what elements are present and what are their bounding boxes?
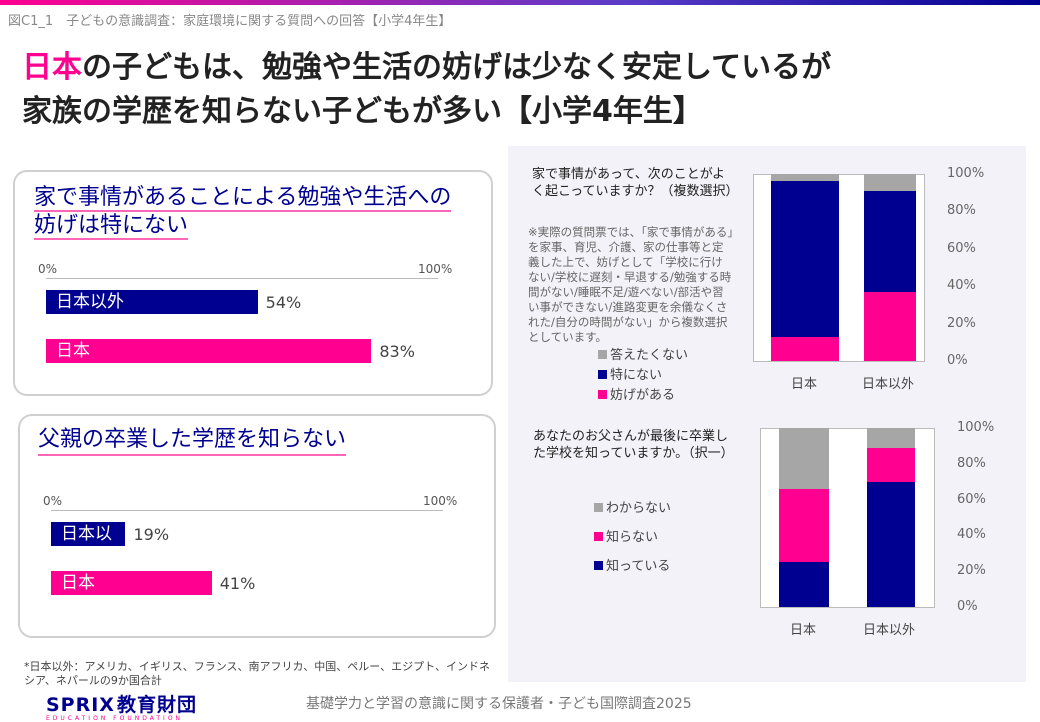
y-tick-label: 100% xyxy=(947,166,985,181)
bar-0: 日本以外 xyxy=(51,522,126,568)
figure-label: 図C1_1 子どもの意識調査：家庭環境に関する質問への回答【小学4年生】 xyxy=(8,14,452,29)
legend-item: 答えたくない xyxy=(598,344,688,363)
bar-segment xyxy=(779,428,829,489)
question-1-note: ※実際の質問票では、「家で事情がある」を家事、育児、介護、家の仕事等と定義した上… xyxy=(528,225,734,344)
bar-1: 日本 xyxy=(51,571,212,595)
bar-segment xyxy=(779,488,829,563)
legend-swatch xyxy=(594,503,603,512)
footnote: *日本以外：アメリカ、イギリス、フランス、南アフリカ、中国、ペルー、エジプト、イ… xyxy=(24,660,490,687)
bar-segment xyxy=(864,291,916,361)
y-tick-label: 40% xyxy=(957,527,986,543)
y-tick-label: 60% xyxy=(947,240,976,256)
title-accent: 日本 xyxy=(22,50,82,85)
legend-item: 知っている xyxy=(594,555,670,574)
legend-label: 知らない xyxy=(606,530,659,545)
y-tick-label: 60% xyxy=(957,491,986,507)
legend-swatch xyxy=(598,370,607,379)
page-title: 日本の子どもは、勉強や生活の妨げは少なく安定しているが 家族の学歴を知らない子ど… xyxy=(22,46,831,134)
legend-swatch xyxy=(594,561,603,570)
y-tick-label: 20% xyxy=(957,563,986,579)
x-category-label: 日本以外 xyxy=(863,623,916,638)
legend-swatch xyxy=(598,390,607,399)
x-category-label: 日本 xyxy=(790,623,817,638)
bar-value-label: 19% xyxy=(133,525,170,544)
y-tick-label: 40% xyxy=(947,278,976,294)
question-1: 家で事情があって、次のことがよく起こっていますか？（複数選択） xyxy=(532,167,739,199)
y-tick-label: 80% xyxy=(957,455,986,471)
legend-item: 知らない xyxy=(594,526,658,545)
axis-line xyxy=(46,278,438,279)
bar-value-label: 41% xyxy=(219,574,256,593)
y-tick-label: 0% xyxy=(957,599,978,614)
bar-1: 日本 xyxy=(46,339,372,363)
bar-segment xyxy=(867,447,915,482)
bar-segment xyxy=(864,174,916,191)
y-tick-label: 20% xyxy=(947,315,976,331)
legend-label: 妨げがある xyxy=(610,388,676,403)
top-accent-bar xyxy=(0,0,1040,5)
bar-segment xyxy=(771,336,839,361)
title-line1: の子どもは、勉強や生活の妨げは少なく安定しているが xyxy=(82,50,832,85)
legend-label: 特にない xyxy=(610,368,663,383)
survey-name: 基礎学力と学習の意識に関する保護者・子ども国際調査2025 xyxy=(306,696,692,712)
bar-segment xyxy=(867,481,915,607)
question-2: あなたのお父さんが最後に卒業した学校を知っていますか。（択一） xyxy=(533,429,734,461)
bar-segment xyxy=(867,428,915,448)
tick-label: 100% xyxy=(423,494,458,508)
legend-item: 妨げがある xyxy=(598,384,675,403)
x-category-label: 日本以外 xyxy=(862,377,915,392)
legend-swatch xyxy=(594,532,603,541)
x-category-label: 日本 xyxy=(791,377,818,392)
hbar-title-2: 父親の卒業した学歴を知らない xyxy=(38,426,347,456)
legend-label: 答えたくない xyxy=(610,348,689,363)
bar-value-label: 83% xyxy=(379,342,415,361)
legend-item: 特にない xyxy=(598,364,662,383)
legend-label: わからない xyxy=(606,501,672,516)
bar-segment xyxy=(779,562,829,607)
title-line2: 家族の学歴を知らない子どもが多い【小学4年生】 xyxy=(22,94,703,129)
y-tick-label: 0% xyxy=(947,353,968,368)
tick-label: 0% xyxy=(43,494,63,508)
bar-segment xyxy=(771,181,839,337)
y-tick-label: 100% xyxy=(957,420,995,435)
tick-label: 0% xyxy=(38,262,58,276)
sprix-logo: SPRIX 教育財団 EDUCATION FOUNDATION xyxy=(46,694,197,722)
y-tick-label: 80% xyxy=(947,203,976,219)
axis-line xyxy=(51,510,443,511)
bar-segment xyxy=(864,190,916,292)
legend-label: 知っている xyxy=(606,559,671,574)
tick-label: 100% xyxy=(418,262,453,276)
bar-value-label: 54% xyxy=(265,293,302,312)
bar-0: 日本以外 xyxy=(46,290,258,314)
hbar-title-1: 家で事情があることによる勉強や生活への妨げは特にない xyxy=(34,185,452,240)
legend-item: わからない xyxy=(594,497,671,516)
legend-swatch xyxy=(598,350,607,359)
bar-segment xyxy=(771,174,839,182)
